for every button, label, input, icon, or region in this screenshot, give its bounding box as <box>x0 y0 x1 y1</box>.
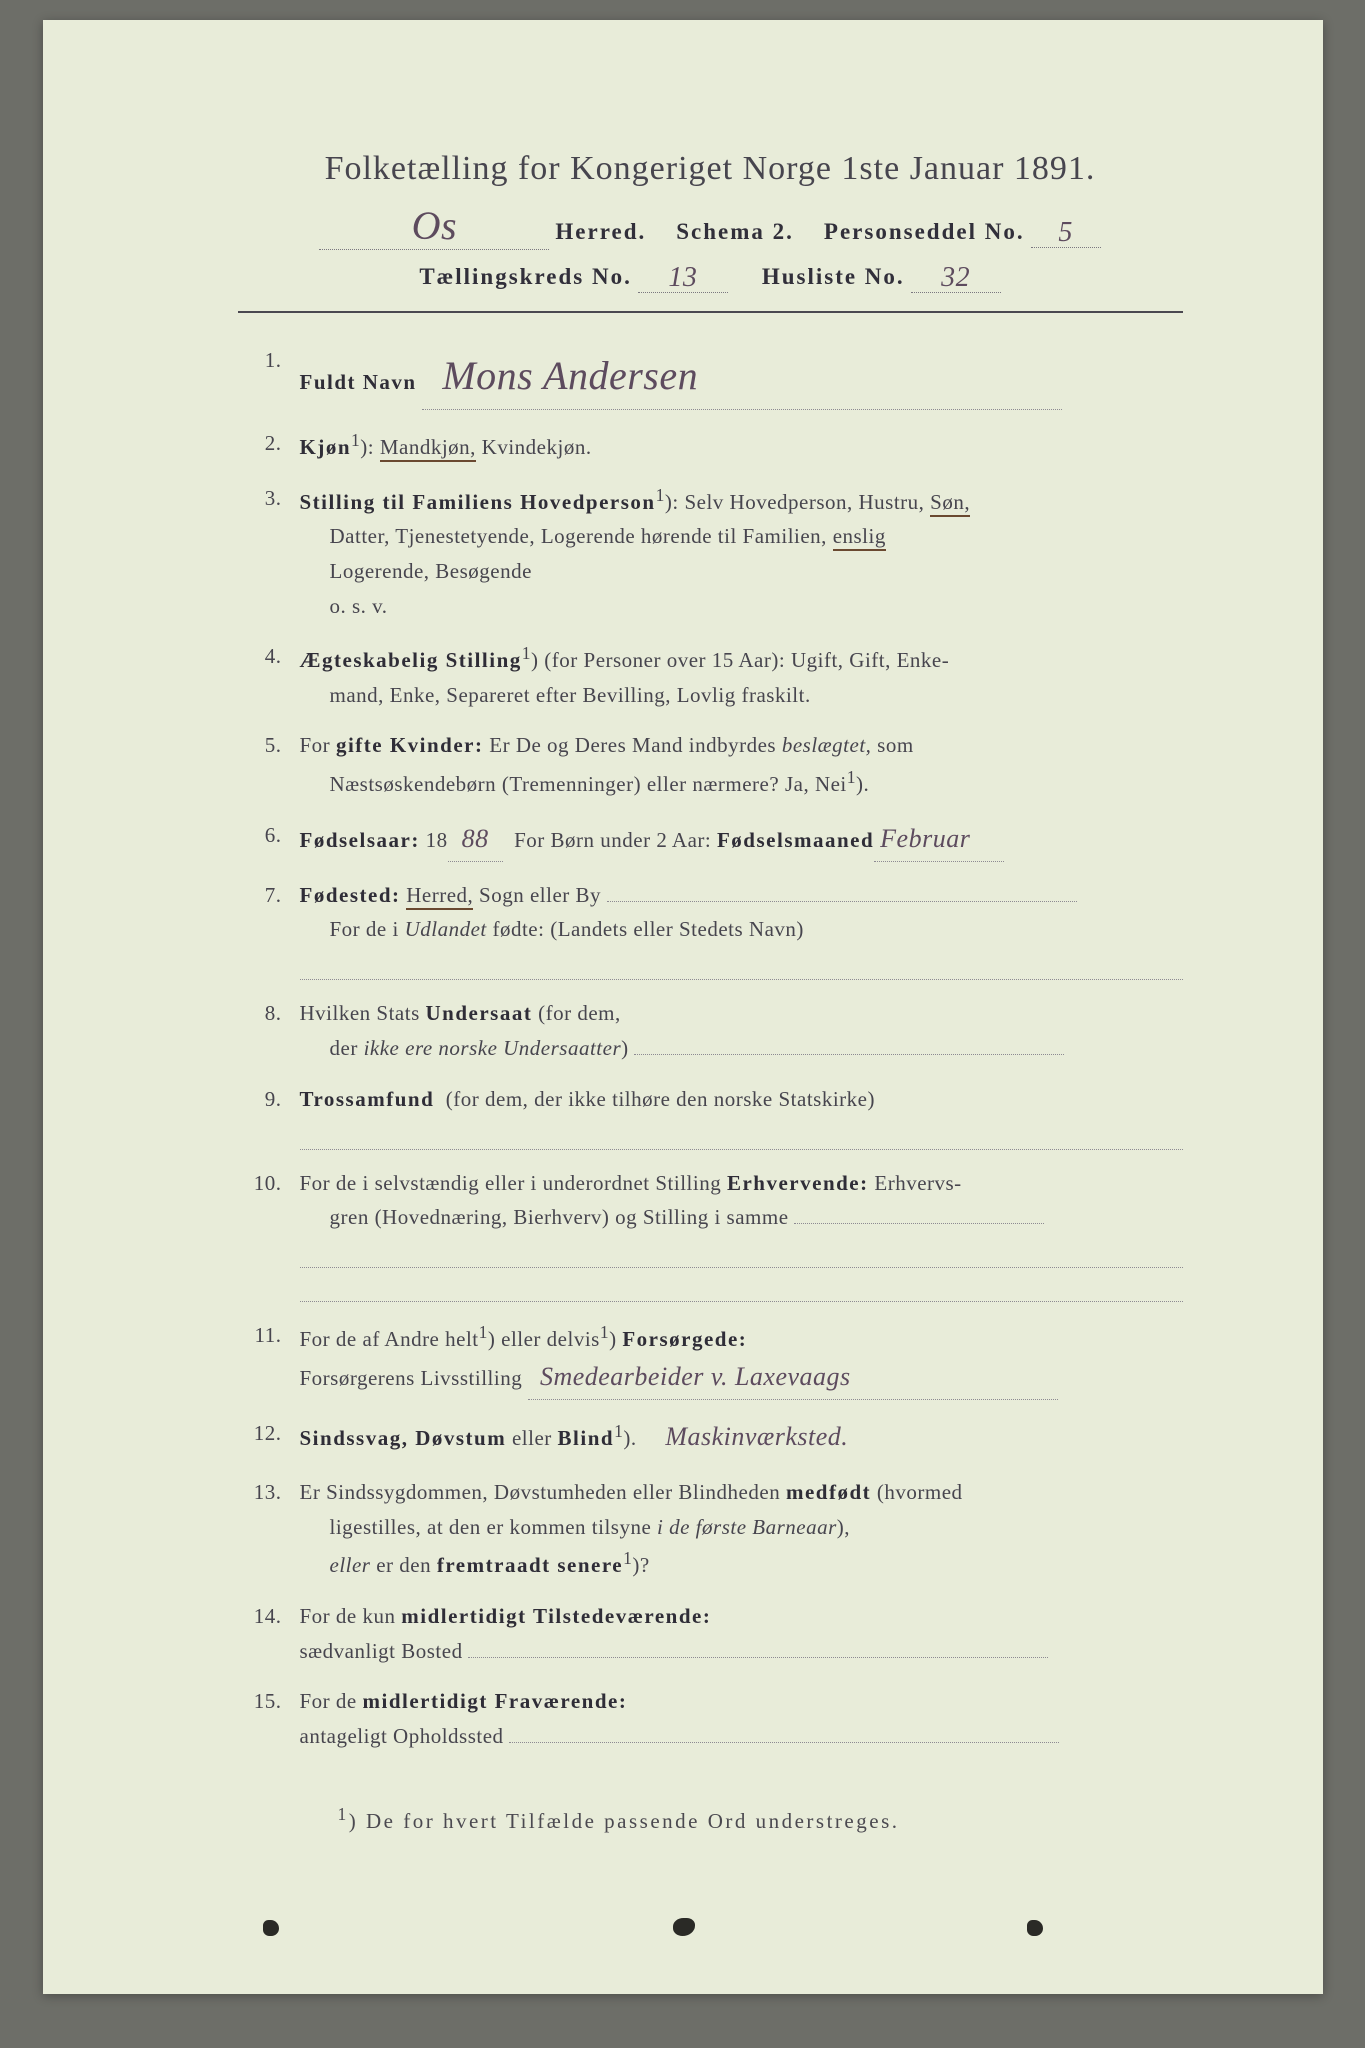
congenital-label: medfødt <box>786 1480 871 1504</box>
item-9: 9. Trossamfund (for dem, der ikke tilhør… <box>248 1082 1183 1150</box>
subheader-2: Tællingskreds No. 13 Husliste No. 32 <box>238 260 1183 293</box>
birthmonth-label: Fødselsmaaned <box>717 828 874 852</box>
punch-hole-icon <box>1027 1920 1043 1936</box>
supporter-occupation: Smedearbeider v. Laxevaags <box>540 1362 851 1391</box>
item-12: 12. Sindssvag, Døvstum eller Blind1). Ma… <box>248 1416 1183 1459</box>
main-title: Folketælling for Kongeriget Norge 1ste J… <box>238 150 1183 188</box>
item-13: 13. Er Sindssygdommen, Døvstumheden elle… <box>248 1475 1183 1583</box>
item-7: 7. Fødested: Herred, Sogn eller By For d… <box>248 878 1183 981</box>
kreds-value: 13 <box>668 262 697 293</box>
husliste-value: 32 <box>941 262 970 293</box>
temp-absent-label: midlertidigt Fraværende: <box>363 1689 628 1713</box>
temp-present-label: midlertidigt Tilstedeværende: <box>401 1604 711 1628</box>
birthmonth-value: Februar <box>880 824 970 853</box>
relation-label: Stilling til Familiens Hovedperson <box>300 490 656 514</box>
birthplace-label: Fødested: <box>300 883 401 907</box>
later-label: fremtraadt senere <box>437 1553 623 1577</box>
footnote: 1) De for hvert Tilfælde passende Ord un… <box>238 1804 1183 1834</box>
fullname-value: Mons Andersen <box>442 353 698 398</box>
item-11: 11. For de af Andre helt1) eller delvis1… <box>248 1318 1183 1401</box>
relation-enslig: enslig <box>833 524 886 551</box>
occupation-label: Erhvervende: <box>727 1171 869 1195</box>
fullname-label: Fuldt Navn <box>300 370 417 394</box>
marital-label: Ægteskabelig Stilling <box>300 648 522 672</box>
schema-label: Schema 2. <box>676 219 794 245</box>
item-3: 3. Stilling til Familiens Hovedperson1):… <box>248 481 1183 624</box>
birthyear-label: Fødselsaar: <box>300 828 420 852</box>
item-14: 14. For de kun midlertidigt Tilstedevære… <box>248 1599 1183 1668</box>
disability-label2: Blind <box>558 1426 615 1450</box>
birthplace-herred: Herred, <box>406 883 473 910</box>
form-header: Folketælling for Kongeriget Norge 1ste J… <box>238 150 1183 293</box>
workshop-value: Maskinværksted. <box>665 1422 848 1451</box>
sex-label: Kjøn <box>300 435 352 459</box>
item-1: 1. Fuldt Navn Mons Andersen <box>248 343 1183 410</box>
personseddel-value: 5 <box>1058 217 1073 248</box>
item-8: 8. Hvilken Stats Undersaat (for dem, der… <box>248 996 1183 1065</box>
married-women-label: gifte Kvinder: <box>336 733 484 757</box>
sex-male: Mandkjøn, <box>380 435 476 462</box>
sex-female: Kvindekjøn. <box>482 435 592 459</box>
herred-value: Os <box>412 203 457 248</box>
husliste-label: Husliste No. <box>762 264 905 290</box>
citizenship-label: Undersaat <box>426 1001 533 1025</box>
census-form-page: Folketælling for Kongeriget Norge 1ste J… <box>43 20 1323 1994</box>
item-15: 15. For de midlertidigt Fraværende: anta… <box>248 1684 1183 1753</box>
punch-hole-icon <box>263 1920 279 1936</box>
item-10: 10. For de i selvstændig eller i underor… <box>248 1166 1183 1302</box>
punch-hole-icon <box>673 1918 695 1936</box>
herred-label: Herred. <box>555 219 646 245</box>
supported-label: Forsørgede: <box>622 1327 747 1351</box>
birthyear-value: 88 <box>462 824 489 853</box>
religion-label: Trossamfund <box>300 1087 435 1111</box>
subheader-1: Os Herred. Schema 2. Personseddel No. 5 <box>238 202 1183 250</box>
item-6: 6. Fødselsaar: 1888 For Børn under 2 Aar… <box>248 818 1183 862</box>
disability-label1: Sindssvag, Døvstum <box>300 1426 507 1450</box>
relation-son: Søn, <box>930 490 970 517</box>
header-divider <box>238 311 1183 313</box>
form-items: 1. Fuldt Navn Mons Andersen 2. Kjøn1): M… <box>238 343 1183 1754</box>
kreds-label: Tællingskreds No. <box>419 264 632 290</box>
item-2: 2. Kjøn1): Mandkjøn, Kvindekjøn. <box>248 426 1183 465</box>
item-4: 4. Ægteskabelig Stilling1) (for Personer… <box>248 639 1183 712</box>
personseddel-label: Personseddel No. <box>824 219 1025 245</box>
item-5: 5. For gifte Kvinder: Er De og Deres Man… <box>248 728 1183 801</box>
